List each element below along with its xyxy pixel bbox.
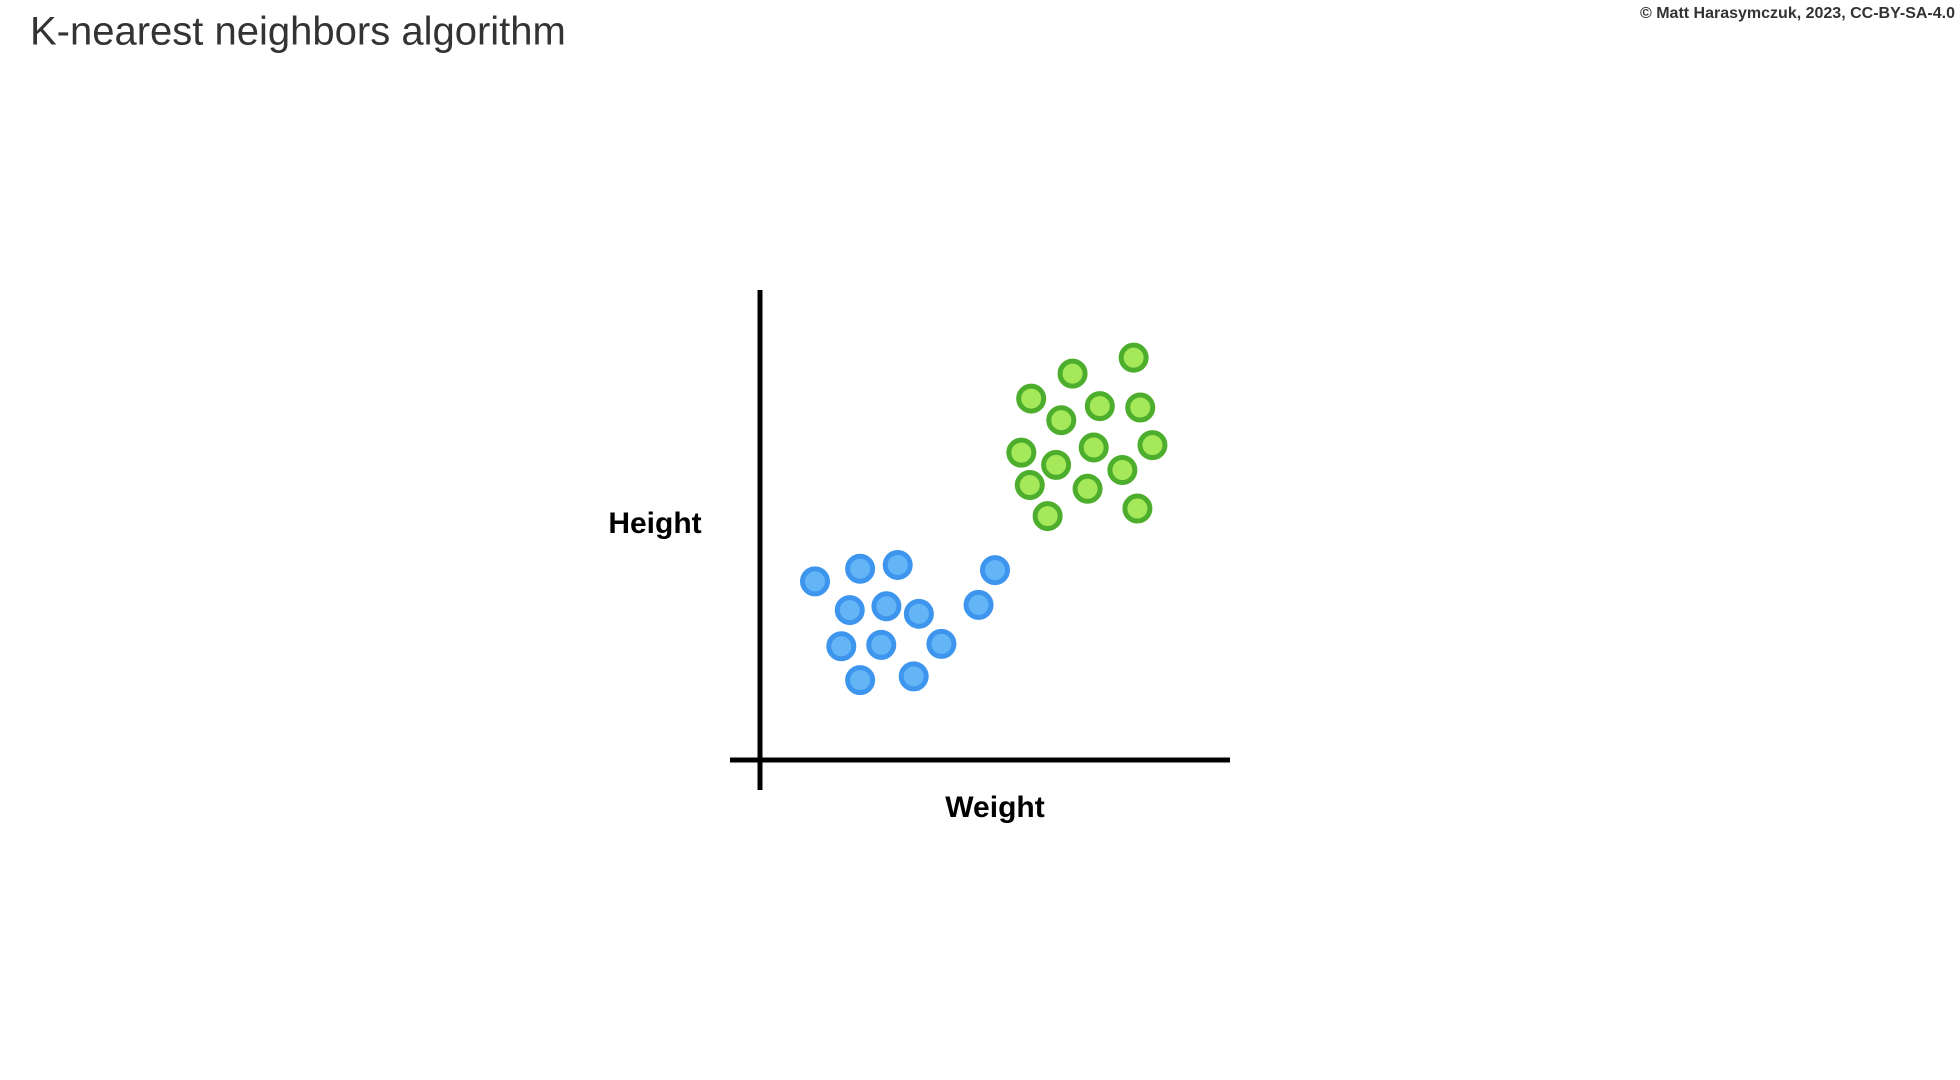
data-point — [1084, 391, 1115, 422]
data-point — [926, 628, 957, 659]
data-point — [1122, 493, 1153, 524]
x-axis-label: Weight — [945, 791, 1044, 824]
data-point — [1137, 430, 1168, 461]
data-point — [898, 661, 929, 692]
y-axis-label: Height — [608, 507, 701, 540]
chart-title: K-nearest neighbors algorithm — [30, 10, 566, 54]
data-point — [834, 595, 865, 626]
data-point — [1041, 449, 1072, 480]
data-point — [1006, 437, 1037, 468]
data-point — [1078, 432, 1109, 463]
data-point — [871, 591, 902, 622]
data-point — [903, 598, 934, 629]
data-point — [799, 566, 830, 597]
data-point — [1057, 358, 1088, 389]
data-point — [1016, 383, 1047, 414]
credit: © Matt Harasymczuk, 2023, CC-BY-SA-4.0 — [1640, 5, 1955, 22]
data-point — [963, 589, 994, 620]
data-point — [1014, 470, 1045, 501]
data-point — [1032, 501, 1063, 532]
data-point — [1072, 473, 1103, 504]
data-point — [1107, 455, 1138, 486]
data-point — [845, 665, 876, 696]
data-point — [1118, 342, 1149, 373]
data-point — [866, 629, 897, 660]
data-point — [826, 631, 857, 662]
data-point — [882, 549, 913, 580]
data-point — [980, 555, 1010, 586]
data-point — [845, 553, 876, 584]
data-point — [1046, 405, 1077, 436]
data-point — [1125, 392, 1156, 423]
